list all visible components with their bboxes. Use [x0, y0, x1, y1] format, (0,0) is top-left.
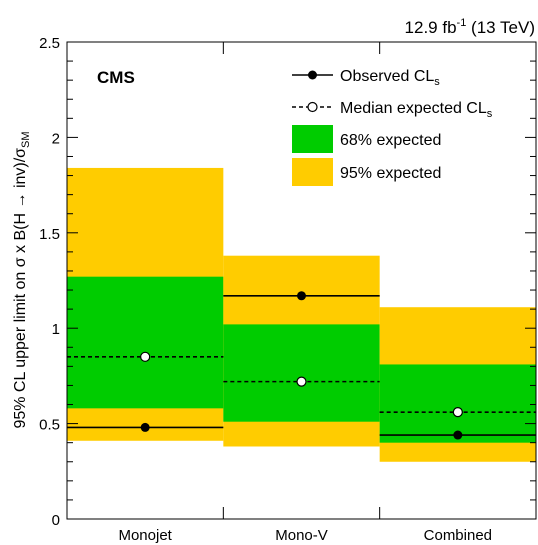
luminosity-label: 12.9 fb-1 (13 TeV) — [405, 17, 535, 37]
legend-band95-swatch — [292, 158, 333, 186]
legend-label-subscript: s — [487, 108, 493, 120]
observed-marker — [297, 291, 306, 301]
band68-bar — [379, 364, 536, 443]
legend-expected-marker — [307, 101, 318, 113]
lumi-value: 12.9 fb — [405, 18, 457, 37]
y-tick-label: 0.5 — [39, 417, 60, 434]
y-axis-title-subscript: SM — [20, 131, 32, 148]
x-tick-label: Monojet — [118, 527, 172, 544]
y-tick-label: 2.5 — [39, 35, 60, 52]
y-tick-label: 0 — [52, 512, 60, 529]
legend-label-main: Observed CL — [340, 68, 434, 85]
lumi-exponent: -1 — [457, 17, 467, 29]
x-tick-label: Combined — [424, 527, 492, 544]
band-layer — [67, 167, 536, 462]
y-axis-title: 95% CL upper limit on σ x B(H → inv)/σSM — [12, 131, 32, 428]
y-tick-label: 1 — [52, 321, 60, 338]
y-axis: 0 0.5 1 1.5 2 2.5 — [39, 35, 536, 529]
x-tick-label: Mono-V — [275, 527, 328, 544]
cms-label: CMS — [97, 68, 135, 87]
legend-band68-swatch — [292, 125, 333, 153]
legend-label: Median expected CLs — [340, 100, 493, 120]
expected-marker — [452, 407, 463, 418]
legend-label: 95% expected — [340, 165, 441, 182]
y-axis-title-main: 95% CL upper limit on σ x B(H → inv)/σ — [12, 148, 29, 429]
lumi-energy: (13 TeV) — [466, 18, 535, 37]
legend-label-main: Median expected CL — [340, 100, 487, 117]
legend-observed-marker — [308, 70, 317, 80]
x-axis: Monojet Mono-V Combined — [118, 42, 492, 544]
expected-marker — [140, 351, 151, 362]
legend-label-main: 95% expected — [340, 165, 441, 182]
legend-label-main: 68% expected — [340, 132, 441, 149]
y-tick-label: 1.5 — [39, 226, 60, 243]
legend-label: Observed CLs — [340, 68, 440, 88]
y-tick-label: 2 — [52, 130, 60, 147]
band68-bar — [223, 324, 380, 422]
legend-label: 68% expected — [340, 132, 441, 149]
plot-frame — [66, 41, 537, 520]
expected-marker — [296, 376, 307, 387]
limit-lines-layer — [67, 291, 536, 440]
legend-label-subscript: s — [434, 76, 440, 88]
observed-marker — [453, 430, 463, 440]
band68-bar — [67, 276, 224, 409]
observed-marker — [140, 422, 150, 432]
